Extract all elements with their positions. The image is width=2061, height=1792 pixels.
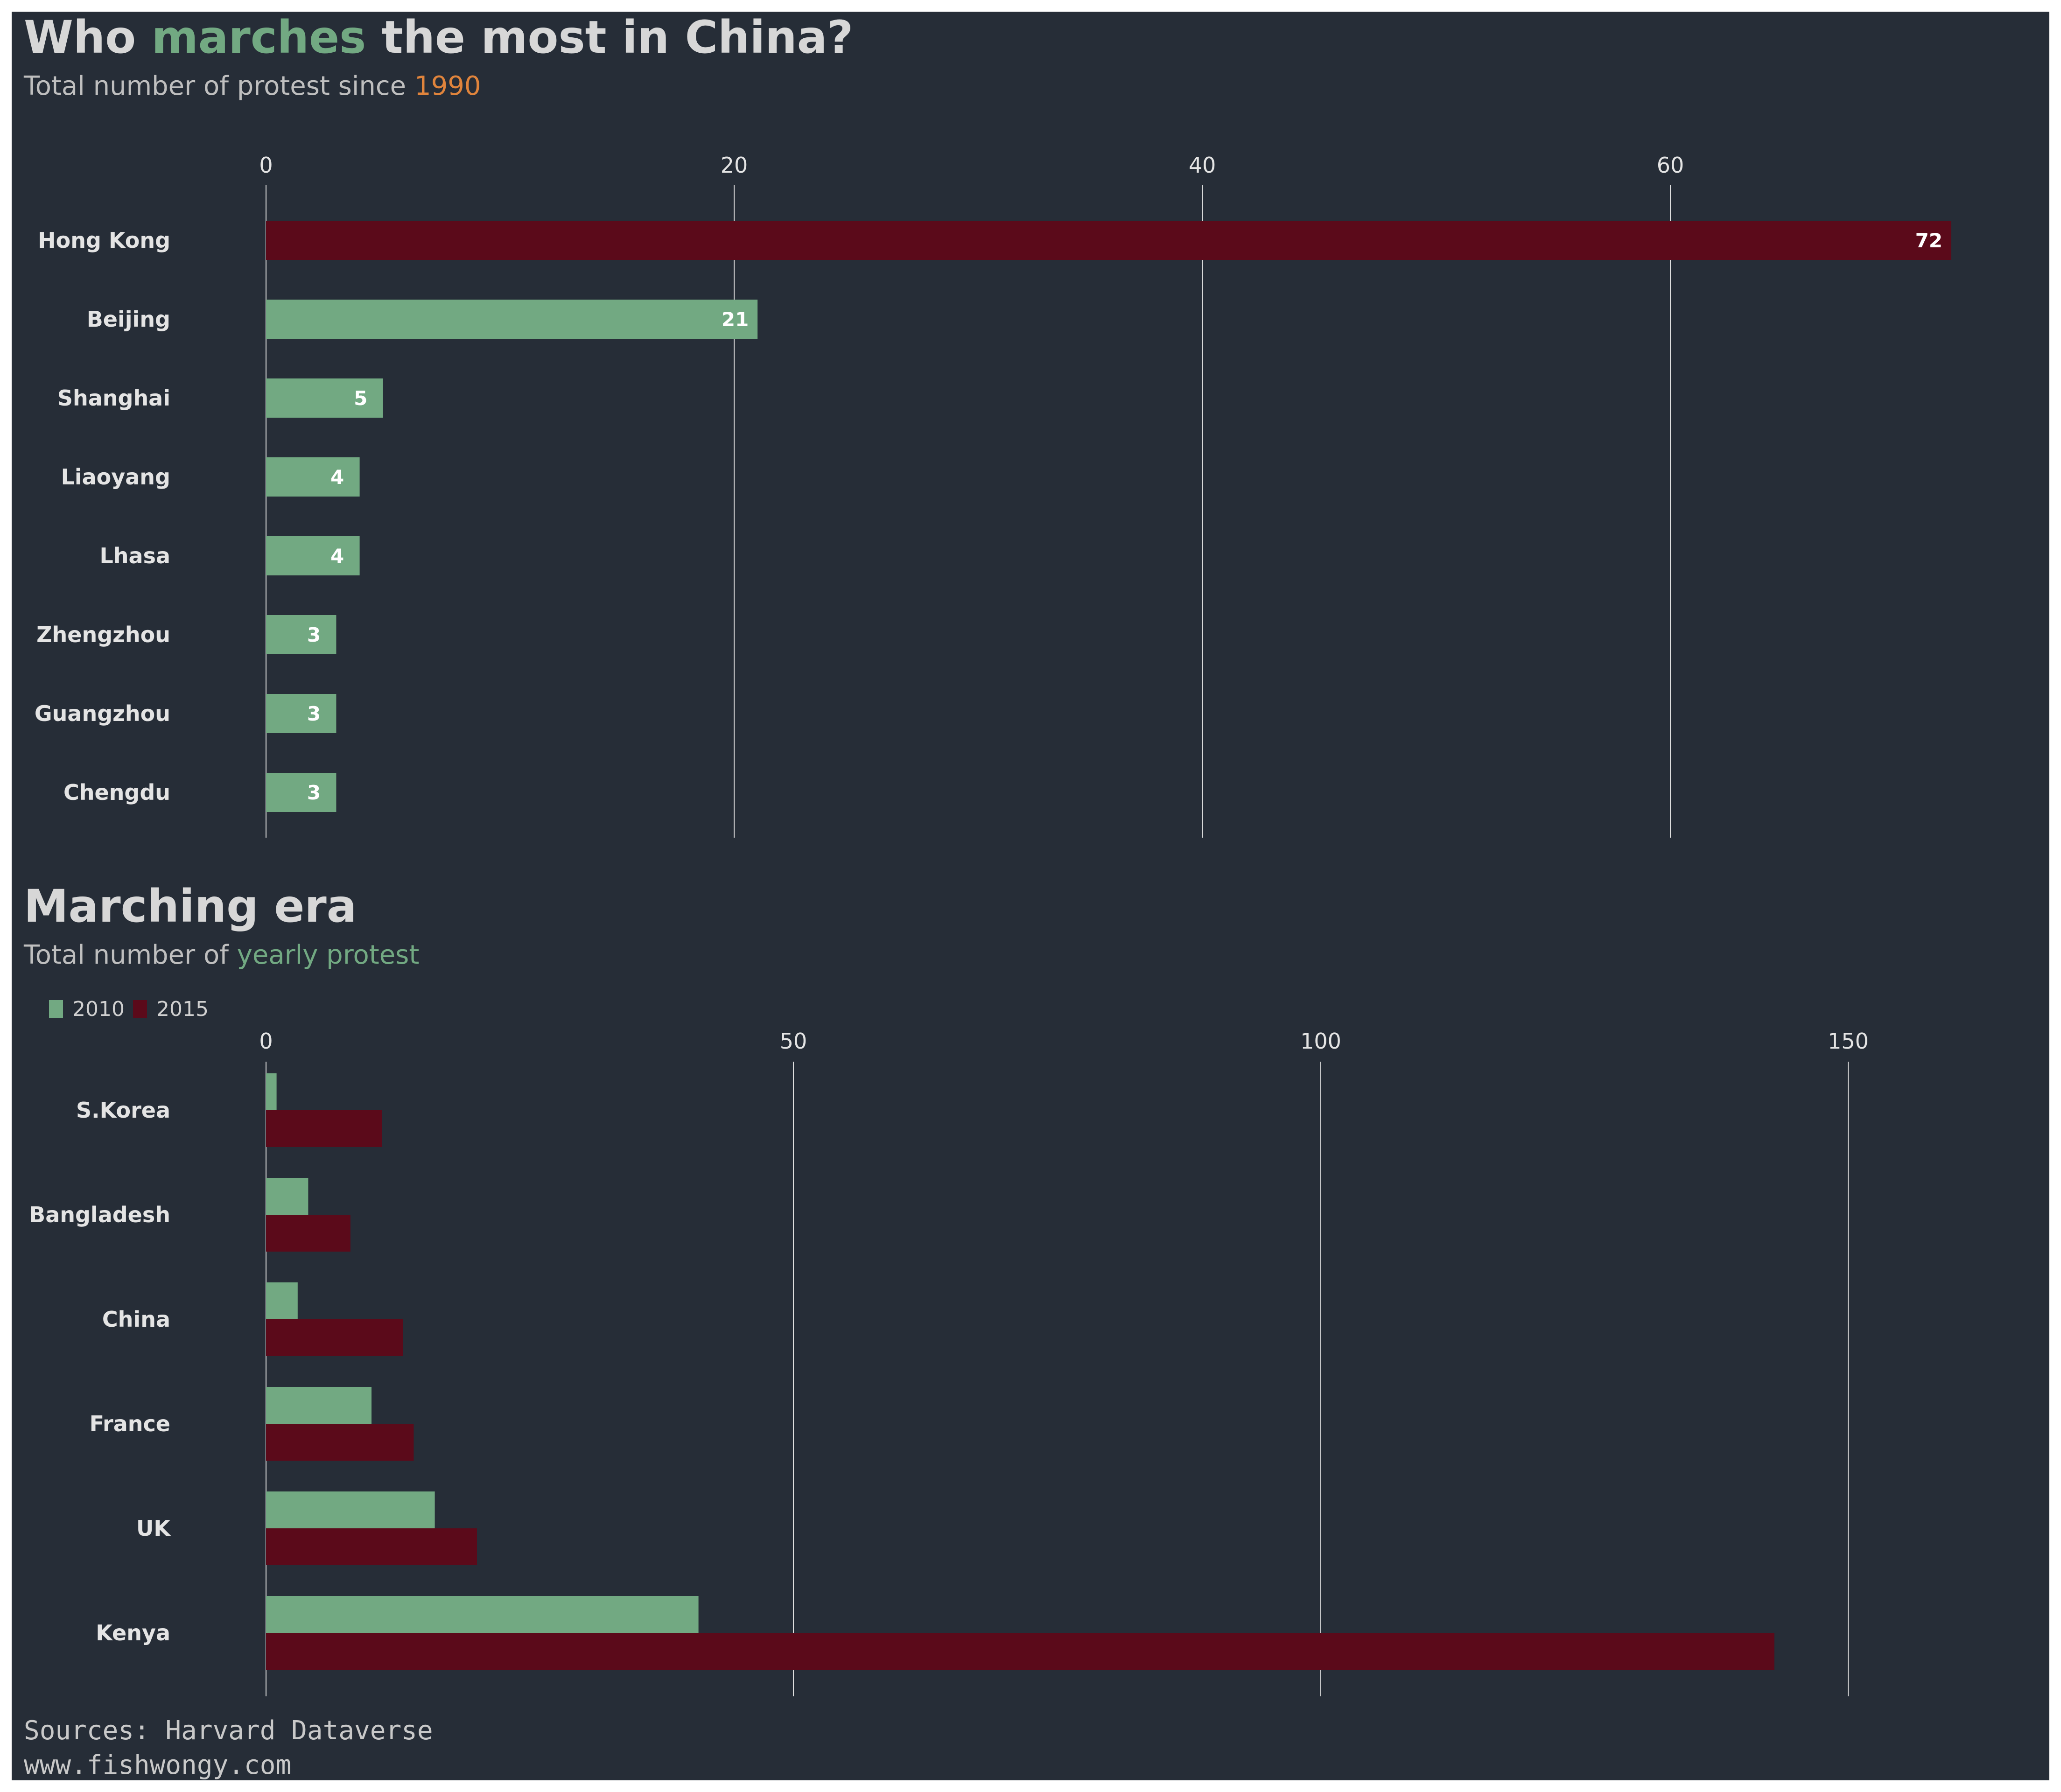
chart1-category-label-zhengzhou: Zhengzhou <box>36 622 170 647</box>
chart2-title: Marching era <box>24 880 357 932</box>
chart2-category-label-s-korea: S.Korea <box>76 1098 170 1123</box>
chart1-category-label-guangzhou: Guangzhou <box>35 701 170 726</box>
chart1-bar-liaoyang <box>266 457 360 497</box>
chart2-bar-france-2015 <box>266 1424 414 1461</box>
chart1-value-label-guangzhou: 3 <box>307 702 321 725</box>
chart1-title: Who marches the most in China? <box>24 12 853 63</box>
chart1-x-tick-40: 40 <box>1189 153 1216 178</box>
chart2-category-label-china: China <box>102 1307 170 1332</box>
chart2-bar-bangladesh-2010 <box>266 1178 308 1215</box>
chart2-bar-france-2010 <box>266 1387 372 1424</box>
chart2-x-tick-0: 0 <box>259 1029 273 1054</box>
chart-canvas: Who marches the most in China? Total num… <box>12 12 2049 1780</box>
chart2-bar-china-2015 <box>266 1319 403 1356</box>
chart2-legend-label-2010: 2010 <box>72 997 125 1021</box>
chart1-bar-chengdu <box>266 773 336 812</box>
chart1-bar-lhasa <box>266 536 360 575</box>
chart2-bar-china-2010 <box>266 1282 298 1319</box>
chart2-bar-s-korea-2015 <box>266 1110 382 1147</box>
chart2-bar-uk-2010 <box>266 1491 435 1528</box>
chart1-category-label-lhasa: Lhasa <box>99 543 170 568</box>
chart2-category-label-bangladesh: Bangladesh <box>29 1202 170 1227</box>
chart2-bar-uk-2015 <box>266 1528 477 1565</box>
website-text: www.fishwongy.com <box>24 1750 291 1780</box>
chart1-category-label-chengdu: Chengdu <box>63 780 170 805</box>
chart1-bar-zhengzhou <box>266 615 336 654</box>
chart2-category-label-france: France <box>90 1411 170 1436</box>
chart1-value-label-beijing: 21 <box>722 308 749 331</box>
chart2-x-tick-50: 50 <box>780 1029 807 1054</box>
chart1-subtitle: Total number of protest since 1990 <box>23 71 481 101</box>
chart1-category-label-hong-kong: Hong Kong <box>38 228 170 253</box>
chart2-legend-swatch-2015 <box>133 1000 147 1018</box>
chart2-category-label-uk: UK <box>136 1516 171 1541</box>
chart2-x-tick-150: 150 <box>1828 1029 1869 1054</box>
chart2-legend-swatch-2010 <box>49 1000 63 1018</box>
chart2-subtitle: Total number of yearly protest <box>23 940 419 970</box>
chart2-plot: 0 50 100 150 2010 2015 S.Korea Bangladesh China F… <box>29 997 1869 1696</box>
chart1-bar-hong-kong <box>266 221 1951 260</box>
chart1-plot: 0 20 40 60 Hong Kong 72 Beijing 21 Shanghai 5 Liao… <box>35 153 1951 838</box>
chart1-bar-shanghai <box>266 378 383 418</box>
chart2-bar-kenya-2010 <box>266 1596 699 1633</box>
chart2-category-label-kenya: Kenya <box>96 1620 170 1645</box>
chart2-x-tick-100: 100 <box>1300 1029 1341 1054</box>
chart1-x-tick-20: 20 <box>721 153 748 178</box>
chart2-bar-kenya-2015 <box>266 1633 1774 1670</box>
chart1-value-label-liaoyang: 4 <box>330 466 344 489</box>
chart1-value-label-chengdu: 3 <box>307 781 321 804</box>
chart1-category-label-shanghai: Shanghai <box>57 385 170 411</box>
chart2-bar-bangladesh-2015 <box>266 1215 351 1252</box>
infographic-svg: Who marches the most in China? Total num… <box>23 12 1951 1780</box>
chart1-value-label-shanghai: 5 <box>354 387 367 410</box>
chart1-x-tick-60: 60 <box>1657 153 1684 178</box>
chart1-category-label-liaoyang: Liaoyang <box>61 464 170 490</box>
chart1-value-label-zhengzhou: 3 <box>307 623 321 646</box>
chart1-category-label-beijing: Beijing <box>87 307 170 332</box>
chart1-value-label-hong-kong: 72 <box>1915 229 1942 252</box>
chart1-x-tick-0: 0 <box>259 153 273 178</box>
chart1-bar-beijing <box>266 300 758 339</box>
chart2-legend-label-2015: 2015 <box>156 997 209 1021</box>
chart1-bar-guangzhou <box>266 694 336 733</box>
source-text: Sources: Harvard Dataverse <box>24 1715 433 1746</box>
chart1-value-label-lhasa: 4 <box>330 545 344 567</box>
chart2-bar-s-korea-2010 <box>266 1073 277 1110</box>
